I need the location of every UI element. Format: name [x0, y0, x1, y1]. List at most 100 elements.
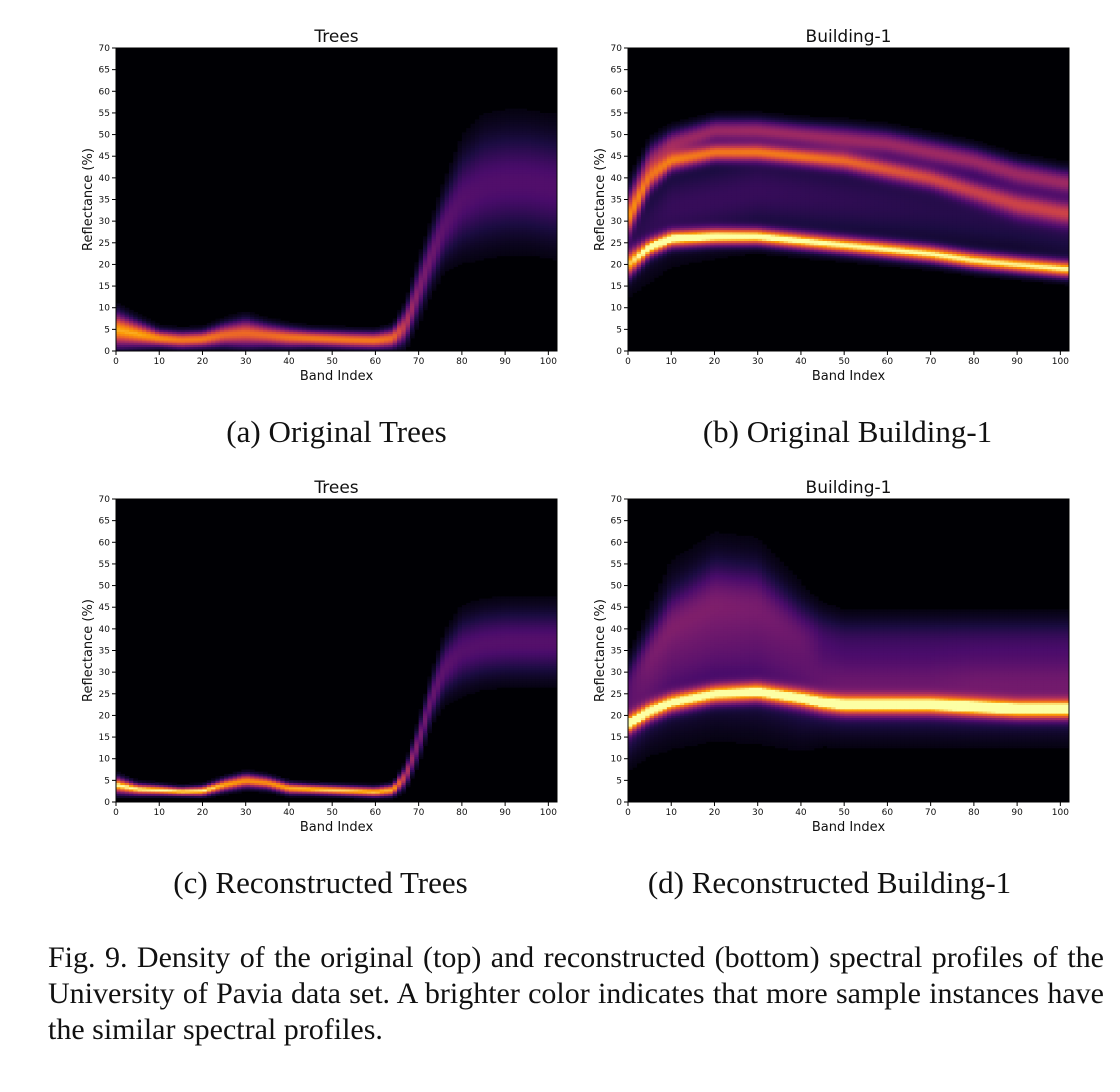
density-cell — [228, 338, 234, 341]
density-cell — [237, 320, 242, 324]
x-tick-label: 60 — [370, 357, 382, 367]
density-cell — [250, 344, 255, 348]
density-cell — [671, 169, 676, 172]
density-cell — [470, 154, 476, 157]
density-cell — [701, 115, 707, 118]
density-cell — [427, 229, 433, 233]
density-cell — [267, 335, 273, 339]
density-cell — [340, 342, 346, 345]
density-cell — [675, 223, 681, 226]
density-cell — [366, 333, 372, 337]
density-cell — [736, 234, 741, 237]
density-cell — [679, 231, 685, 235]
density-cell — [697, 244, 702, 248]
density-cell — [662, 236, 668, 239]
density-cell — [531, 249, 536, 252]
density-cell — [744, 171, 750, 174]
density-cell — [679, 121, 685, 125]
density-cell — [675, 253, 681, 257]
density-cell — [435, 240, 441, 244]
density-cell — [254, 329, 260, 332]
density-cell — [727, 184, 733, 187]
density-cell — [418, 316, 424, 319]
density-cell — [645, 214, 651, 218]
density-cell — [526, 169, 532, 172]
density-cell — [688, 253, 694, 257]
density-cell — [628, 186, 633, 190]
density-cell — [444, 231, 450, 235]
density-cell — [457, 231, 463, 235]
density-cell — [133, 320, 139, 324]
density-cell — [697, 158, 702, 161]
density-cell — [418, 257, 424, 261]
density-cell — [137, 333, 143, 337]
density-cell — [509, 210, 515, 213]
density-cell — [749, 173, 754, 177]
density-cell — [448, 167, 454, 170]
density-cell — [526, 238, 532, 242]
density-cell — [479, 244, 484, 248]
density-cell — [632, 208, 638, 211]
density-cell — [349, 342, 355, 345]
density-cell — [649, 164, 655, 168]
density-cell — [487, 164, 493, 168]
density-cell — [470, 201, 476, 205]
density-cell — [185, 344, 190, 348]
density-cell — [526, 117, 532, 120]
density-cell — [666, 201, 672, 205]
density-cell — [710, 186, 715, 190]
density-cell — [513, 130, 519, 133]
density-cell — [636, 203, 642, 207]
density-cell — [336, 346, 342, 350]
density-cell — [241, 314, 247, 317]
density-cell — [649, 149, 655, 153]
density-cell — [753, 216, 759, 220]
density-cell — [206, 340, 212, 343]
density-cell — [167, 344, 173, 348]
density-cell — [453, 186, 458, 190]
density-cell — [457, 156, 463, 159]
density-cell — [723, 180, 728, 183]
density-cell — [645, 201, 651, 205]
density-cell — [198, 346, 203, 350]
density-cell — [422, 251, 428, 254]
density-cell — [232, 340, 238, 343]
density-cell — [653, 262, 659, 265]
density-cell — [522, 136, 528, 140]
density-cell — [744, 141, 750, 144]
density-cell — [522, 188, 528, 192]
density-cell — [440, 255, 445, 259]
density-cell — [684, 128, 689, 131]
density-cell — [675, 169, 681, 172]
density-cell — [539, 216, 545, 220]
density-cell — [410, 301, 415, 304]
density-cell — [645, 188, 651, 192]
density-cell — [749, 141, 754, 144]
density-cell — [483, 151, 489, 155]
density-cell — [705, 154, 711, 157]
density-cell — [522, 205, 528, 209]
density-cell — [448, 214, 454, 218]
density-cell — [487, 218, 493, 222]
density-cell — [727, 173, 733, 177]
density-cell — [535, 238, 541, 242]
density-cell — [518, 210, 523, 213]
density-cell — [245, 312, 251, 315]
density-cell — [653, 167, 659, 170]
density-cell — [522, 238, 528, 242]
density-cell — [167, 335, 173, 339]
density-cell — [440, 268, 445, 272]
density-cell — [753, 117, 759, 120]
density-cell — [757, 249, 763, 252]
density-cell — [371, 340, 376, 343]
density-cell — [710, 253, 715, 257]
density-cell — [697, 132, 702, 135]
density-cell — [505, 143, 510, 146]
density-cell — [522, 210, 528, 213]
density-cell — [645, 180, 651, 183]
density-cell — [628, 225, 633, 229]
density-cell — [116, 309, 121, 313]
density-cell — [435, 253, 441, 257]
density-cell — [232, 348, 238, 352]
density-cell — [649, 138, 655, 142]
